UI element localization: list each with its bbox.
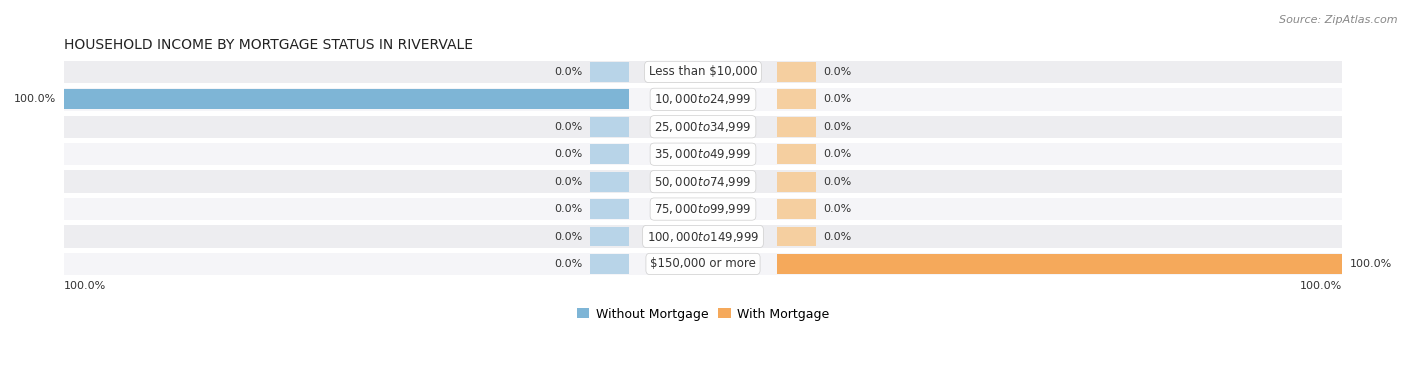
Text: Less than $10,000: Less than $10,000 xyxy=(648,65,758,78)
Bar xyxy=(63,170,1343,193)
Bar xyxy=(776,89,815,109)
Text: 0.0%: 0.0% xyxy=(824,67,852,77)
Text: 0.0%: 0.0% xyxy=(824,149,852,159)
Bar xyxy=(776,172,815,192)
Text: 0.0%: 0.0% xyxy=(824,122,852,132)
Bar xyxy=(63,225,1343,248)
Bar xyxy=(591,172,630,192)
Bar xyxy=(591,199,630,219)
Bar xyxy=(63,253,1343,275)
Text: $10,000 to $24,999: $10,000 to $24,999 xyxy=(654,92,752,106)
Text: 0.0%: 0.0% xyxy=(554,122,582,132)
Bar xyxy=(776,227,815,247)
Text: $35,000 to $49,999: $35,000 to $49,999 xyxy=(654,147,752,161)
Bar xyxy=(776,62,815,82)
Text: $25,000 to $34,999: $25,000 to $34,999 xyxy=(654,120,752,134)
Text: $100,000 to $149,999: $100,000 to $149,999 xyxy=(647,230,759,244)
Bar xyxy=(63,143,1343,166)
Text: 0.0%: 0.0% xyxy=(554,177,582,187)
Legend: Without Mortgage, With Mortgage: Without Mortgage, With Mortgage xyxy=(572,303,834,326)
Text: 0.0%: 0.0% xyxy=(554,67,582,77)
Text: 0.0%: 0.0% xyxy=(824,94,852,104)
Bar xyxy=(63,89,630,109)
Text: 0.0%: 0.0% xyxy=(554,204,582,214)
Bar xyxy=(591,144,630,164)
Bar xyxy=(776,144,815,164)
Bar xyxy=(776,117,815,136)
Text: 100.0%: 100.0% xyxy=(14,94,56,104)
Text: 0.0%: 0.0% xyxy=(824,204,852,214)
Text: 100.0%: 100.0% xyxy=(1350,259,1392,269)
Text: 0.0%: 0.0% xyxy=(824,177,852,187)
Bar xyxy=(63,115,1343,138)
Bar xyxy=(591,62,630,82)
Bar xyxy=(63,61,1343,83)
Text: $150,000 or more: $150,000 or more xyxy=(650,257,756,270)
Text: $50,000 to $74,999: $50,000 to $74,999 xyxy=(654,175,752,188)
Bar xyxy=(63,198,1343,220)
Text: 100.0%: 100.0% xyxy=(1301,281,1343,291)
Bar xyxy=(63,88,1343,110)
Bar xyxy=(591,227,630,247)
Text: $75,000 to $99,999: $75,000 to $99,999 xyxy=(654,202,752,216)
Bar xyxy=(776,199,815,219)
Text: 0.0%: 0.0% xyxy=(554,231,582,242)
Text: Source: ZipAtlas.com: Source: ZipAtlas.com xyxy=(1279,15,1398,25)
Text: 100.0%: 100.0% xyxy=(63,281,105,291)
Bar xyxy=(591,254,630,274)
Text: HOUSEHOLD INCOME BY MORTGAGE STATUS IN RIVERVALE: HOUSEHOLD INCOME BY MORTGAGE STATUS IN R… xyxy=(63,38,472,52)
Bar xyxy=(591,117,630,136)
Bar xyxy=(776,254,1343,274)
Text: 0.0%: 0.0% xyxy=(554,259,582,269)
Text: 0.0%: 0.0% xyxy=(554,149,582,159)
Text: 0.0%: 0.0% xyxy=(824,231,852,242)
